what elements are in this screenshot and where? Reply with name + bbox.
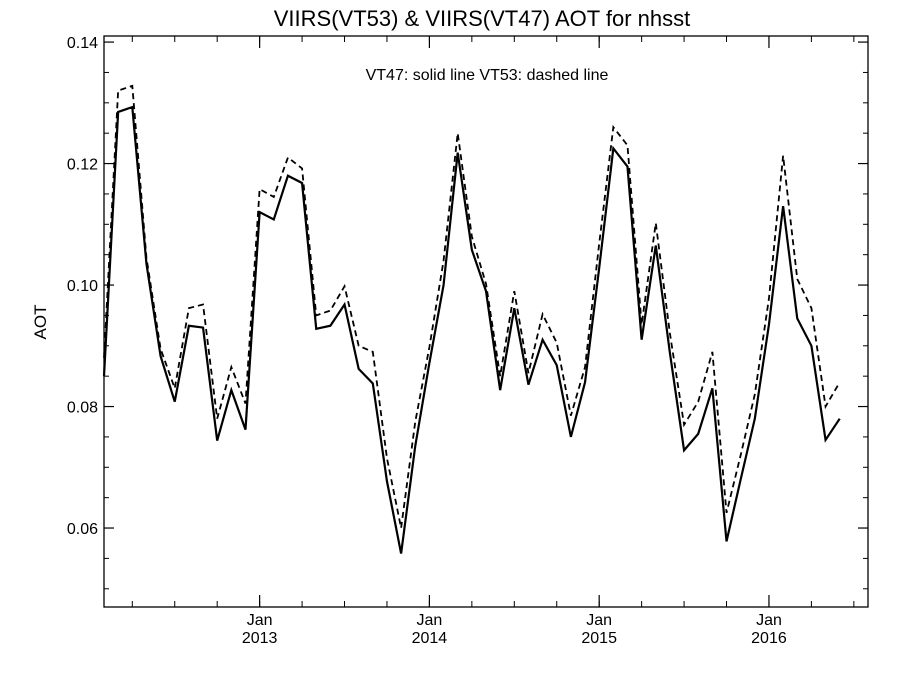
x-tick-label-year: 2016 (751, 630, 787, 647)
y-axis-label: AOT (31, 305, 50, 340)
y-tick-label: 0.06 (67, 521, 98, 538)
y-tick-label: 0.14 (67, 35, 98, 52)
series-line-vt47 (102, 105, 841, 554)
x-tick-label-year: 2014 (412, 630, 448, 647)
x-tick-label-year: 2015 (581, 630, 617, 647)
legend-annotation: VT47: solid line VT53: dashed line (366, 67, 609, 84)
x-tick-label-month: Jan (586, 612, 612, 629)
x-tick-label-month: Jan (756, 612, 782, 629)
x-tick-label-month: Jan (247, 612, 273, 629)
x-tick-label-month: Jan (417, 612, 443, 629)
y-tick-label: 0.08 (67, 400, 98, 417)
x-tick-label-year: 2013 (242, 630, 278, 647)
series-line-vt53 (103, 84, 841, 529)
y-tick-label: 0.12 (67, 157, 98, 174)
plot-frame (103, 35, 869, 608)
y-tick-label: 0.10 (67, 278, 98, 295)
chart-title: VIIRS(VT53) & VIIRS(VT47) AOT for nhsst (274, 6, 691, 31)
